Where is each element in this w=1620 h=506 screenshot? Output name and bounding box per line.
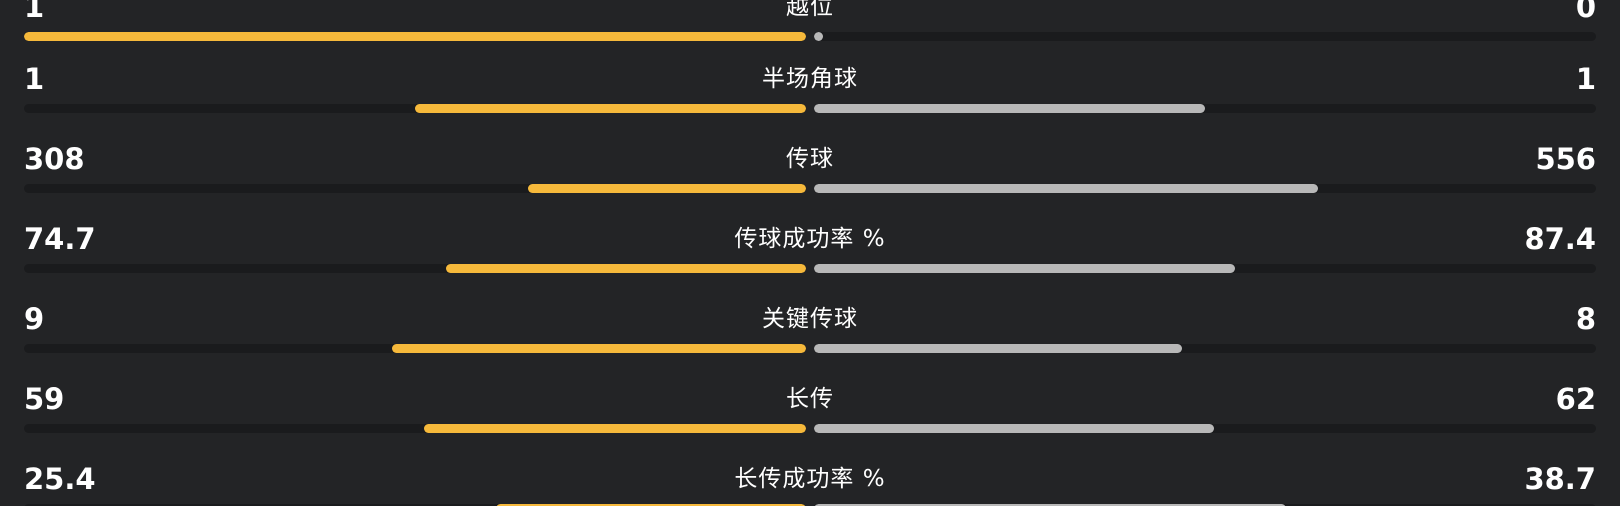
away-value: 38.7 — [1524, 462, 1596, 496]
home-bar-fill — [392, 344, 806, 353]
home-bar-track — [24, 104, 806, 113]
home-bar-fill — [415, 104, 806, 113]
stat-row-long-balls: 59 长传 62 — [24, 382, 1596, 442]
away-bar-track — [814, 184, 1596, 193]
away-bar-fill — [814, 104, 1205, 113]
stat-row-half-corners: 1 半场角球 1 — [24, 62, 1596, 122]
away-bar-track — [814, 104, 1596, 113]
stat-row-long-ball-accuracy: 25.4 长传成功率 % 38.7 — [24, 462, 1596, 506]
home-bar-fill — [496, 504, 806, 506]
stat-row-key-passes: 9 关键传球 8 — [24, 302, 1596, 362]
home-bar-track — [24, 264, 806, 273]
home-value: 25.4 — [24, 462, 96, 496]
away-bar-fill — [814, 424, 1215, 433]
away-value: 1 — [1575, 62, 1596, 96]
away-bar-track — [814, 504, 1596, 506]
away-value: 556 — [1535, 142, 1596, 176]
away-bar-fill — [814, 504, 1287, 506]
away-value: 8 — [1575, 302, 1596, 336]
home-value: 59 — [24, 382, 65, 416]
home-value: 74.7 — [24, 222, 96, 256]
away-bar-track — [814, 424, 1596, 433]
away-value: 62 — [1555, 382, 1596, 416]
home-bar-track — [24, 32, 806, 41]
home-bar-fill — [445, 264, 806, 273]
stat-label: 传球 — [786, 146, 834, 172]
home-value: 308 — [24, 142, 85, 176]
away-bar-track — [814, 264, 1596, 273]
home-bar-track — [24, 424, 806, 433]
home-value: 1 — [24, 62, 45, 96]
stat-row-pass-accuracy: 74.7 传球成功率 % 87.4 — [24, 222, 1596, 282]
stat-label: 长传成功率 % — [734, 466, 886, 492]
home-bar-track — [24, 504, 806, 506]
away-bar-track — [814, 32, 1596, 41]
stat-row-offsides: 1 越位 0 — [24, 0, 1596, 50]
away-bar-fill — [814, 344, 1183, 353]
stat-label: 长传 — [786, 386, 834, 412]
away-bar-fill — [814, 264, 1236, 273]
home-bar-track — [24, 344, 806, 353]
home-bar-fill — [527, 184, 806, 193]
stat-label: 传球成功率 % — [734, 226, 886, 252]
home-bar-fill — [424, 424, 806, 433]
home-bar-track — [24, 184, 806, 193]
away-bar-zero-dot — [814, 32, 823, 41]
away-value: 87.4 — [1524, 222, 1596, 256]
home-bar-fill — [24, 32, 806, 41]
stat-label: 关键传球 — [762, 306, 858, 332]
away-bar-fill — [814, 184, 1318, 193]
home-value: 9 — [24, 302, 45, 336]
stat-label: 越位 — [786, 0, 834, 20]
away-bar-track — [814, 344, 1596, 353]
stat-label: 半场角球 — [762, 66, 858, 92]
away-value: 0 — [1575, 0, 1596, 24]
home-value: 1 — [24, 0, 45, 24]
stat-row-passes: 308 传球 556 — [24, 142, 1596, 202]
